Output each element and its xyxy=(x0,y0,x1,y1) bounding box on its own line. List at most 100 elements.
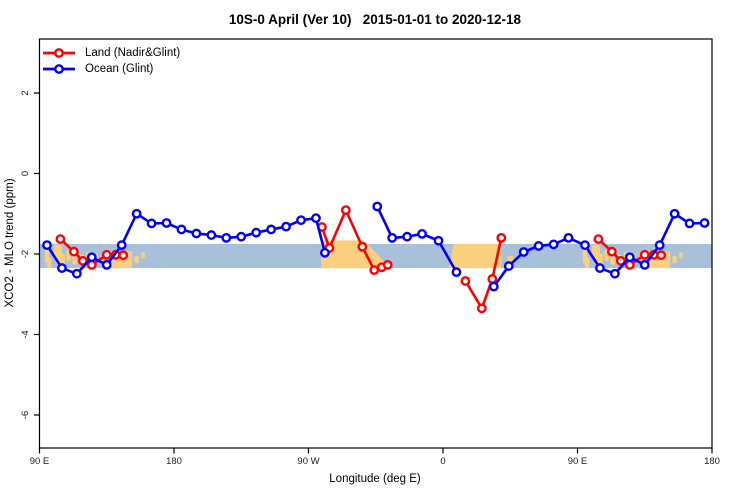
land-map-patch xyxy=(321,240,391,269)
x-tick-label: 0 xyxy=(440,456,445,467)
ocean-series-point xyxy=(654,240,665,251)
ocean-series-point xyxy=(518,247,529,257)
legend-item-ocean: Ocean (Glint) xyxy=(42,61,180,77)
ocean-series-point xyxy=(161,218,172,228)
y-tick-label: -6 xyxy=(20,411,31,419)
legend-marker xyxy=(54,64,64,74)
land-map-patch xyxy=(679,252,683,259)
ocean-series-point xyxy=(71,268,82,279)
land-series-point xyxy=(460,276,471,286)
land-series-line xyxy=(464,236,503,310)
ocean-series-point xyxy=(580,240,590,251)
ocean-series-point xyxy=(311,213,321,224)
ocean-series-point xyxy=(548,239,559,250)
land-series-point xyxy=(639,249,650,260)
ocean-series-point xyxy=(146,218,157,229)
land-series-swatch-icon xyxy=(43,48,75,58)
ocean-series-point xyxy=(236,231,247,242)
land-series-point xyxy=(615,255,626,266)
ocean-series-point xyxy=(266,224,277,235)
land-series-point xyxy=(118,250,129,261)
ocean-series-point xyxy=(699,218,710,228)
land-map-patch xyxy=(72,256,77,265)
ocean-series-point xyxy=(101,259,112,270)
land-series-point xyxy=(357,241,368,252)
ocean-series-point xyxy=(402,231,413,242)
land-series-point xyxy=(382,259,393,270)
ocean-series-point xyxy=(57,263,67,273)
land-series-point xyxy=(593,234,604,245)
x-tick-label: 90 W xyxy=(297,456,319,467)
x-tick-label: 90 E xyxy=(30,456,50,467)
land-series-point xyxy=(77,255,88,266)
land-map-patch xyxy=(610,256,615,265)
ocean-series-point xyxy=(387,232,398,243)
land-series-point xyxy=(340,205,351,216)
y-axis-title: XCO2 - MLO trend (ppm) xyxy=(4,178,16,308)
land-series-point xyxy=(68,246,79,257)
legend: Land (Nadir&Glint) Ocean (Glint) xyxy=(42,45,180,77)
legend-marker xyxy=(54,48,64,58)
land-map-patch xyxy=(46,257,52,269)
ocean-series-point xyxy=(609,268,620,279)
legend-label-land: Land (Nadir&Glint) xyxy=(85,47,181,59)
land-series-point xyxy=(487,274,498,284)
ocean-series-point xyxy=(116,240,127,251)
ocean-series-point xyxy=(503,261,514,271)
x-tick-label: 180 xyxy=(704,456,720,467)
y-tick-label: -4 xyxy=(20,330,31,338)
ocean-series-point xyxy=(296,215,306,226)
ocean-series-swatch-icon xyxy=(43,64,75,74)
land-map-patch xyxy=(584,257,590,269)
land-series-point xyxy=(101,249,112,260)
ocean-series-point xyxy=(320,247,330,258)
land-map-patch xyxy=(53,245,62,257)
ocean-series-point xyxy=(206,230,217,240)
land-series-point xyxy=(606,246,617,257)
plot-border xyxy=(38,38,713,449)
ocean-series-point xyxy=(669,208,680,219)
ocean-series-point xyxy=(433,235,444,246)
ocean-series-point xyxy=(191,228,202,239)
ocean-series-point xyxy=(372,201,383,212)
ocean-series-point xyxy=(684,218,695,229)
land-series-point xyxy=(86,259,97,270)
land-series-point xyxy=(496,232,507,243)
ocean-series-point xyxy=(42,240,52,251)
land-map-patch xyxy=(672,256,677,264)
ocean-series-line xyxy=(375,205,458,274)
ocean-series-point xyxy=(595,263,605,273)
chart-title: 10S-0 April (Ver 10) 2015-01-01 to 2020-… xyxy=(228,12,522,27)
land-map-patch xyxy=(134,256,139,264)
x-tick-label: 180 xyxy=(166,456,182,467)
ocean-series-point xyxy=(639,259,650,270)
land-map-patch xyxy=(448,243,502,269)
x-tick-label: 90 E xyxy=(568,456,588,467)
land-map-patch xyxy=(141,252,145,259)
ocean-series-point xyxy=(251,227,262,238)
land-series-point xyxy=(624,259,635,270)
x-axis-title: Longitude (deg E) xyxy=(329,473,421,485)
land-series-point xyxy=(656,250,667,261)
land-map-patch xyxy=(591,245,600,257)
y-tick-label: -2 xyxy=(20,250,31,258)
ocean-series-point xyxy=(86,252,97,263)
legend-item-land: Land (Nadir&Glint) xyxy=(42,45,180,61)
ocean-series-point xyxy=(131,208,142,219)
ocean-series-point xyxy=(451,267,462,278)
ocean-series-point xyxy=(281,221,291,232)
y-tick-label: 0 xyxy=(20,171,31,176)
ocean-series-point xyxy=(624,252,635,263)
ocean-series-point xyxy=(488,281,499,292)
legend-label-ocean: Ocean (Glint) xyxy=(85,63,154,75)
ocean-series-point xyxy=(417,228,427,239)
ocean-series-point xyxy=(563,232,574,243)
ocean-series-point xyxy=(176,224,187,235)
land-series-point xyxy=(476,303,487,314)
ocean-series-point xyxy=(533,241,544,251)
land-series-point xyxy=(55,234,66,245)
y-tick-label: 2 xyxy=(20,90,31,95)
ocean-series-point xyxy=(221,232,232,243)
